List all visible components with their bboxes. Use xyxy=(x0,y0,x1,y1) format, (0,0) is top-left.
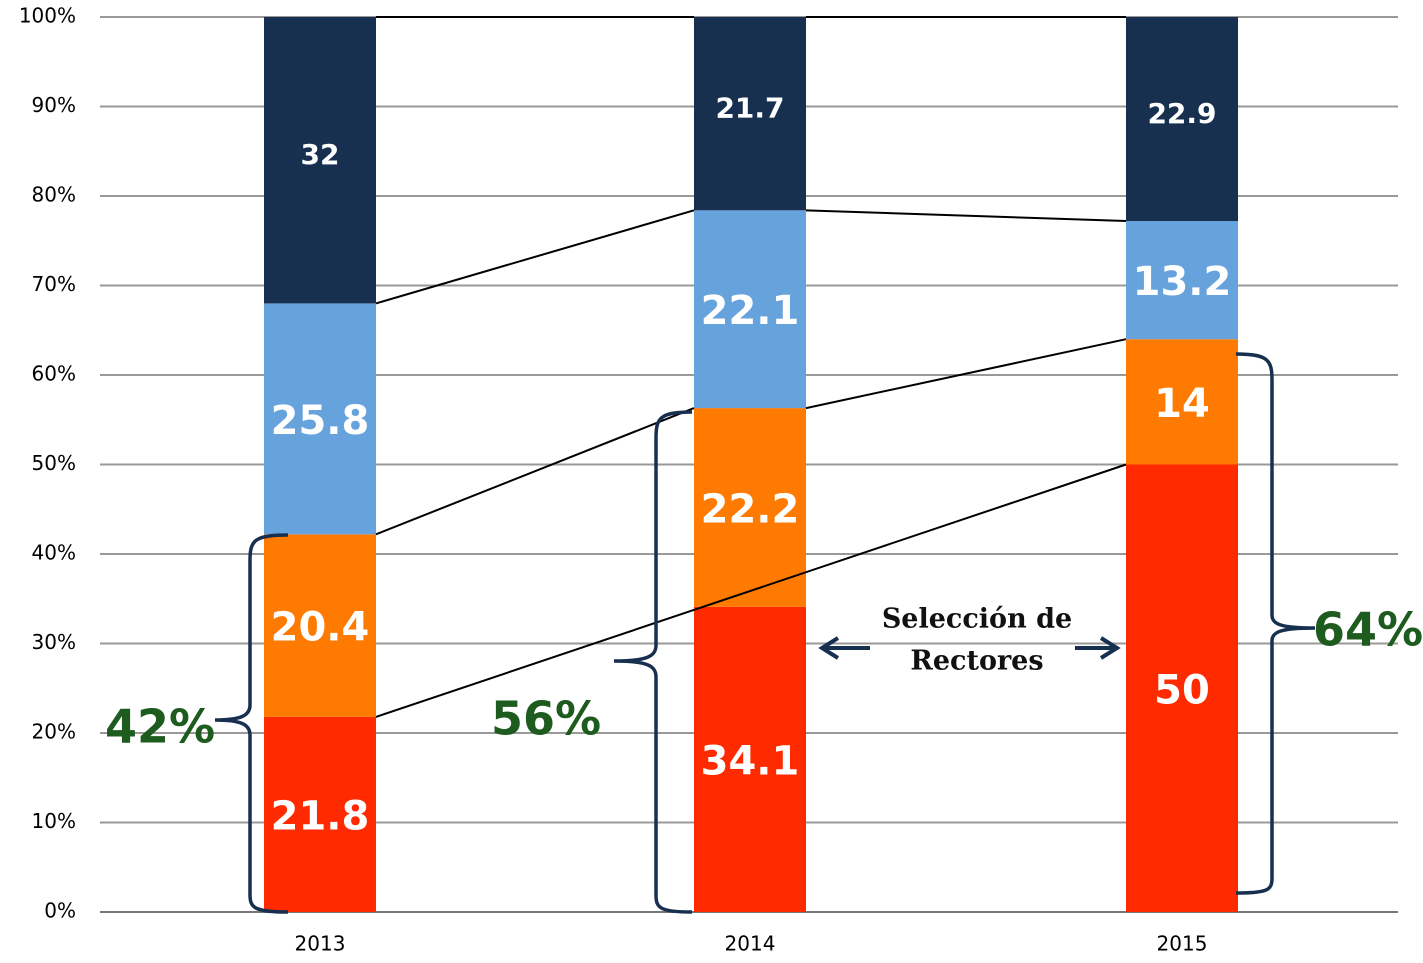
bar-segment xyxy=(1126,464,1238,912)
connector xyxy=(375,209,695,305)
value-label: 20.4 xyxy=(271,605,370,651)
connector xyxy=(805,338,1127,410)
bar-segment xyxy=(264,716,376,912)
value-label: 22.9 xyxy=(1147,97,1216,130)
y-tick-label: 10% xyxy=(32,809,76,833)
annotation: 42% xyxy=(105,700,215,754)
bar-segment xyxy=(694,17,806,211)
brace xyxy=(1235,352,1316,895)
value-label: 21.8 xyxy=(271,793,370,839)
arrow-label: Selección de xyxy=(882,604,1072,635)
connector xyxy=(375,463,1127,718)
connector xyxy=(375,407,695,536)
y-tick-label: 80% xyxy=(32,183,76,207)
bar-segment xyxy=(1126,17,1238,222)
y-tick-label: 30% xyxy=(32,630,76,654)
annotation: 64% xyxy=(1313,603,1423,657)
arrow-label: Rectores xyxy=(910,646,1043,677)
x-tick-label: 2013 xyxy=(295,932,346,956)
bars xyxy=(264,17,1238,912)
value-label: 13.2 xyxy=(1133,259,1232,305)
value-label: 25.8 xyxy=(271,398,370,444)
brace xyxy=(214,533,289,914)
y-tick-label: 40% xyxy=(32,541,76,565)
bar-segment xyxy=(264,534,376,717)
value-label: 14 xyxy=(1154,381,1210,427)
arrow xyxy=(818,636,1121,660)
bar-segment xyxy=(1126,221,1238,340)
bar-segment xyxy=(694,606,806,912)
bar-segment xyxy=(694,408,806,607)
bar-segment xyxy=(1126,339,1238,465)
value-label: 22.1 xyxy=(701,288,800,334)
value-label: 34.1 xyxy=(701,738,800,784)
bar-segment xyxy=(264,17,376,304)
value-label: 50 xyxy=(1154,667,1210,713)
value-label: 21.7 xyxy=(715,92,784,125)
x-tick-label: 2015 xyxy=(1157,932,1208,956)
connector xyxy=(805,209,1127,223)
y-tick-label: 0% xyxy=(44,899,76,923)
bar-segment xyxy=(264,303,376,535)
y-tick-label: 50% xyxy=(32,451,76,475)
y-tick-label: 70% xyxy=(32,272,76,296)
labels: 2013 21.8 20.4 25.8 32 2014 34.1 22.2 22.1 21.7 20… xyxy=(271,92,1232,956)
bar-segment xyxy=(694,210,806,409)
annotation: 56% xyxy=(491,692,601,746)
y-tick-label: 60% xyxy=(32,362,76,386)
value-label: 22.2 xyxy=(701,486,800,532)
value-label: 32 xyxy=(301,138,340,171)
y-tick-label: 100% xyxy=(19,4,76,28)
connectors xyxy=(375,16,1127,718)
x-tick-label: 2014 xyxy=(725,932,776,956)
y-tick-label: 20% xyxy=(32,720,76,744)
y-tick-label: 90% xyxy=(32,93,76,117)
brace xyxy=(613,410,693,914)
